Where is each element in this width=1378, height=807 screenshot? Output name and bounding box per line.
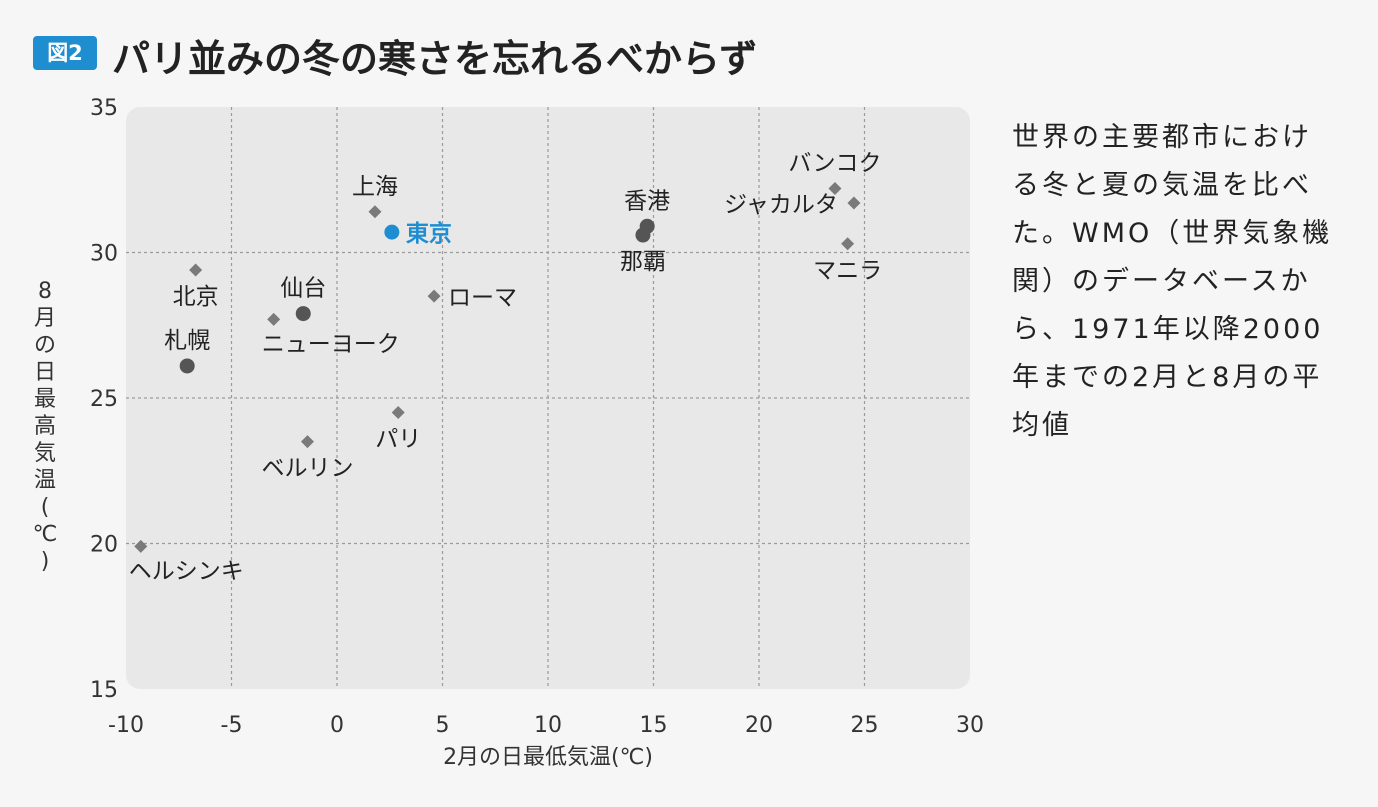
y-axis-label-char: 高 (33, 414, 56, 439)
y-tick-label: 25 (90, 387, 118, 412)
data-label: パリ (375, 427, 421, 453)
data-point (300, 435, 314, 449)
x-tick-label: 30 (956, 713, 984, 738)
data-point (841, 237, 855, 251)
y-tick-label: 30 (90, 242, 118, 267)
data-point (267, 312, 281, 326)
data-label: 北京 (173, 284, 219, 310)
data-label: ニューヨーク (262, 331, 400, 357)
data-label: ベルリン (261, 456, 353, 482)
data-point (427, 289, 441, 303)
y-axis-label-char: 月 (33, 306, 56, 331)
figure-caption: 世界の主要都市における冬と夏の気温を比べた。WMO（世界気象機関）のデータベース… (1012, 122, 1333, 441)
y-tick-label: 20 (90, 533, 118, 558)
data-label: 上海 (352, 174, 398, 200)
data-label: バンコク (788, 150, 881, 176)
y-axis-label-char: ) (40, 549, 50, 574)
data-point (391, 406, 405, 420)
figure-title: パリ並みの冬の寒さを忘れるべからず (112, 37, 758, 81)
data-label: ローマ (448, 285, 517, 311)
data-label: 仙台 (280, 276, 326, 302)
x-tick-label: -5 (221, 713, 243, 738)
data-label: 香港 (624, 188, 670, 214)
data-point (384, 224, 400, 240)
data-point (295, 306, 311, 322)
data-point (189, 263, 203, 277)
y-axis-label-char: の (33, 333, 56, 358)
y-axis-label-char: 日 (33, 360, 56, 385)
x-tick-label: 25 (851, 713, 879, 738)
figure-badge: 図2 (33, 36, 97, 70)
y-axis-label: 8 月の日最高気温(℃) (28, 278, 62, 575)
y-axis-label-char: 最 (33, 387, 56, 412)
data-label: ヘルシンキ (129, 558, 244, 584)
data-point (635, 227, 651, 243)
x-tick-label: -10 (108, 713, 144, 738)
data-point (368, 205, 382, 219)
data-label: 札幌 (164, 328, 210, 354)
data-label: 東京 (406, 220, 452, 247)
y-tick-label: 15 (90, 678, 118, 703)
data-point (828, 181, 842, 195)
y-axis-label-char: 気 (33, 441, 56, 466)
y-axis-label-char: 温 (33, 468, 56, 493)
data-point (134, 539, 148, 553)
y-axis-label-char: ( (40, 495, 50, 520)
y-axis-label-char: ℃ (32, 522, 58, 547)
x-tick-label: 5 (436, 713, 450, 738)
data-point (847, 196, 861, 210)
data-label: 那覇 (620, 249, 666, 275)
y-axis-label-char: 8 (38, 279, 52, 304)
x-axis-label: 2月の日最低気温(℃) (443, 745, 653, 770)
y-tick-label: 35 (90, 96, 118, 121)
data-label: ジャカルタ (724, 192, 838, 218)
data-label: マニラ (813, 258, 882, 284)
x-tick-label: 10 (534, 713, 562, 738)
x-tick-label: 15 (640, 713, 668, 738)
x-tick-label: 0 (330, 713, 344, 738)
data-point (179, 358, 195, 374)
x-tick-label: 20 (745, 713, 773, 738)
